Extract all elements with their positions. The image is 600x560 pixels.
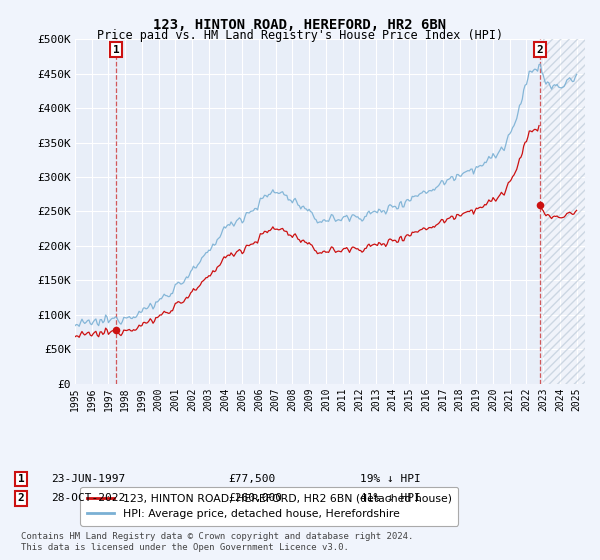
- Text: 123, HINTON ROAD, HEREFORD, HR2 6BN: 123, HINTON ROAD, HEREFORD, HR2 6BN: [154, 18, 446, 32]
- Bar: [543, 39, 585, 384]
- Text: 1: 1: [113, 45, 119, 54]
- Point: [112, 326, 121, 335]
- Text: 2: 2: [537, 45, 544, 54]
- Text: £77,500: £77,500: [228, 474, 275, 484]
- Text: 28-OCT-2022: 28-OCT-2022: [51, 493, 125, 503]
- Text: 41% ↓ HPI: 41% ↓ HPI: [360, 493, 421, 503]
- Text: 19% ↓ HPI: 19% ↓ HPI: [360, 474, 421, 484]
- Text: Price paid vs. HM Land Registry's House Price Index (HPI): Price paid vs. HM Land Registry's House …: [97, 29, 503, 42]
- Legend: 123, HINTON ROAD, HEREFORD, HR2 6BN (detached house), HPI: Average price, detach: 123, HINTON ROAD, HEREFORD, HR2 6BN (det…: [80, 487, 458, 526]
- Text: Contains HM Land Registry data © Crown copyright and database right 2024.
This d: Contains HM Land Registry data © Crown c…: [21, 532, 413, 552]
- Text: 1: 1: [17, 474, 25, 484]
- Point: [535, 200, 545, 209]
- Bar: [543, 39, 585, 384]
- Text: 2: 2: [17, 493, 25, 503]
- Text: £260,000: £260,000: [228, 493, 282, 503]
- Text: 23-JUN-1997: 23-JUN-1997: [51, 474, 125, 484]
